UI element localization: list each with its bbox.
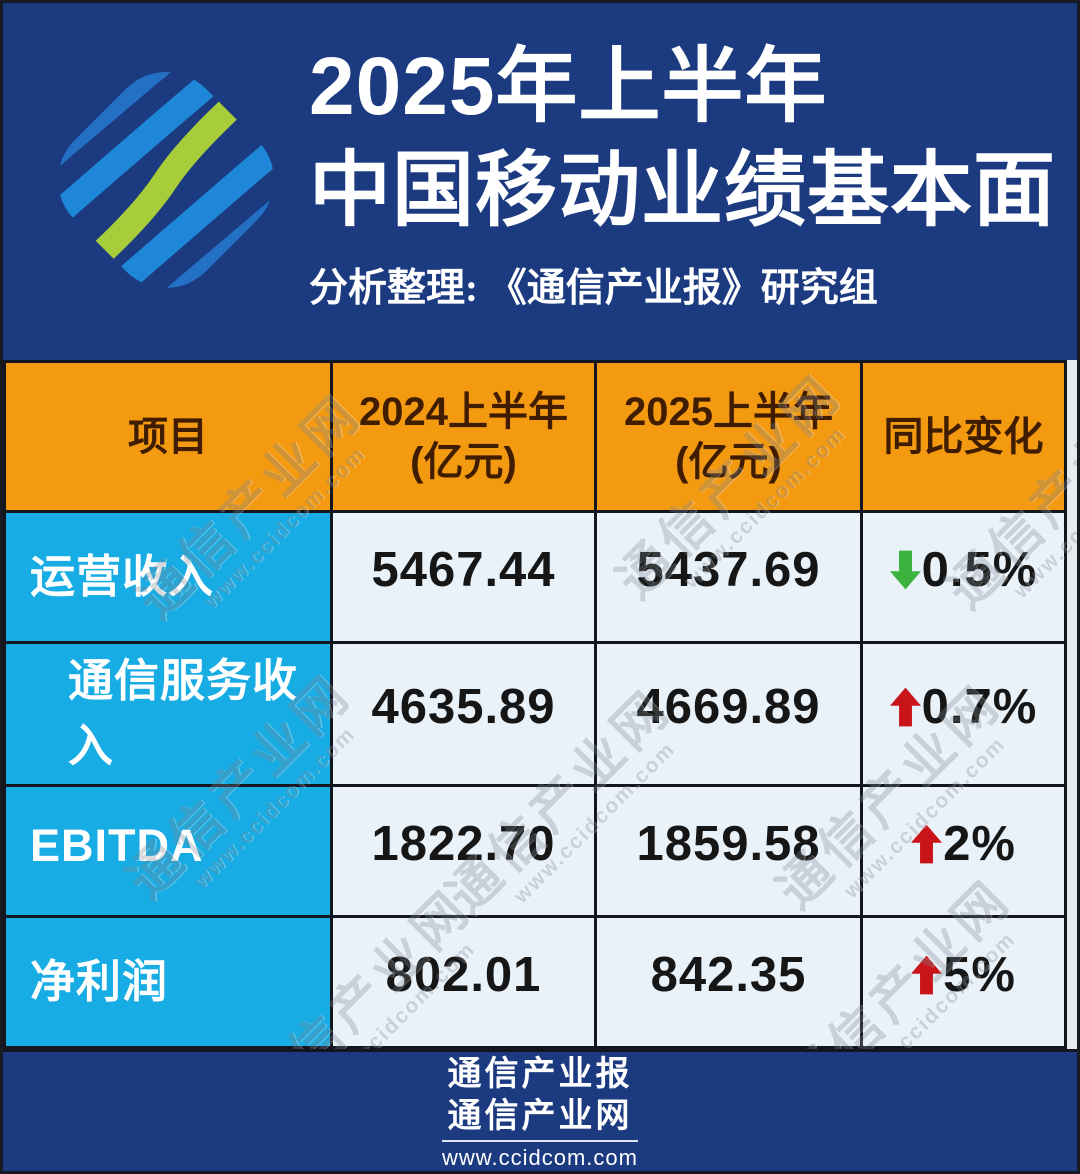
table-row-operating-revenue: 运营收入 5467.44 5437.69 0.5% (3, 510, 1067, 644)
table-row-service-revenue: 通信服务收入 4635.89 4669.89 0.7% (3, 641, 1067, 787)
value-2025: 1859.58 (594, 784, 863, 918)
value-2024: 5467.44 (330, 510, 597, 644)
title-block: 2025年上半年 中国移动业绩基本面 分析整理: 《通信产业报》研究组 (309, 35, 1056, 313)
up-arrow-icon (911, 954, 943, 996)
value-2025: 4669.89 (594, 641, 863, 787)
footer-url: www.ccidcom.com (442, 1139, 638, 1171)
footer-banner: 通信产业报 通信产业网 www.ccidcom.com (3, 1049, 1077, 1171)
performance-table-area: 项目 2024上半年 (亿元) 2025上半年 (亿元) 同比变化 (3, 360, 1077, 1049)
col-header-2024h1: 2024上半年 (亿元) (330, 360, 597, 513)
value-2025: 5437.69 (594, 510, 863, 644)
yoy-change-cell: 0.7% (860, 641, 1067, 787)
down-arrow-icon (889, 549, 921, 591)
header-banner: 2025年上半年 中国移动业绩基本面 分析整理: 《通信产业报》研究组 (3, 3, 1077, 360)
col-header-item: 项目 (3, 360, 333, 513)
yoy-change-cell: 5% (860, 915, 1067, 1049)
change-value: 0.7% (921, 680, 1038, 734)
value-2024: 4635.89 (330, 641, 597, 787)
change-value: 2% (943, 817, 1016, 871)
value-2024: 802.01 (330, 915, 597, 1049)
subtitle: 分析整理: 《通信产业报》研究组 (309, 267, 878, 310)
up-arrow-icon (889, 686, 921, 728)
value-2025: 842.35 (594, 915, 863, 1049)
table-header-row: 项目 2024上半年 (亿元) 2025上半年 (亿元) 同比变化 (3, 360, 1067, 513)
table-row-ebitda: EBITDA 1822.70 1859.58 2% (3, 784, 1067, 918)
value-2024: 1822.70 (330, 784, 597, 918)
performance-table: 项目 2024上半年 (亿元) 2025上半年 (亿元) 同比变化 (3, 360, 1067, 1049)
row-label: 净利润 (3, 915, 333, 1049)
row-label: EBITDA (3, 784, 333, 918)
change-value: 0.5% (921, 543, 1038, 597)
col-header-yoy-change: 同比变化 (860, 360, 1067, 513)
change-value: 5% (943, 948, 1016, 1002)
up-arrow-icon (911, 823, 943, 865)
title-line-1: 2025年上半年 (309, 41, 828, 132)
table-row-net-profit: 净利润 802.01 842.35 5% (3, 915, 1067, 1049)
title-line-2: 中国移动业绩基本面 (309, 145, 1057, 236)
yoy-change-cell: 0.5% (860, 510, 1067, 644)
footer-brand-web: 通信产业网 (447, 1096, 633, 1135)
yoy-change-cell: 2% (860, 784, 1067, 918)
footer-brand-paper: 通信产业报 (447, 1054, 633, 1093)
row-label: 运营收入 (3, 510, 333, 644)
china-mobile-logo-icon (34, 48, 298, 312)
row-label: 通信服务收入 (3, 641, 333, 787)
col-header-2025h1: 2025上半年 (亿元) (594, 360, 863, 513)
